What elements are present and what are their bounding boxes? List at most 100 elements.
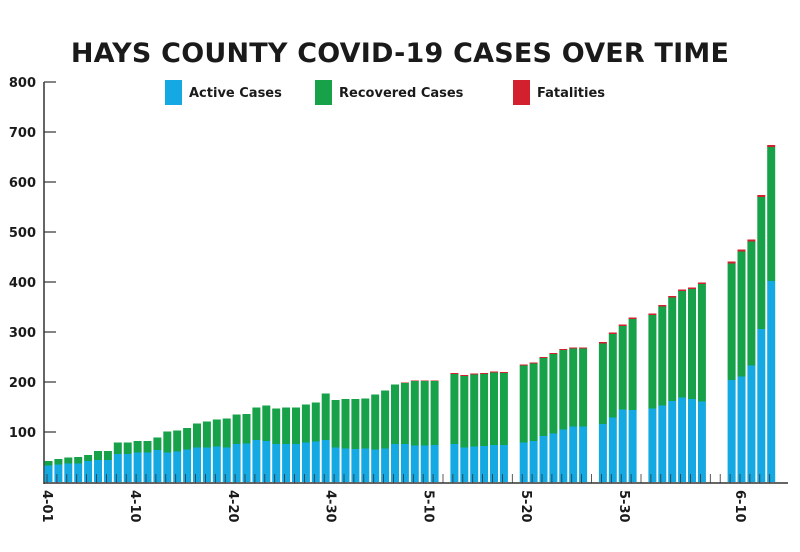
bar-active bbox=[113, 454, 122, 482]
bar-active bbox=[84, 461, 93, 482]
bar-recovered bbox=[747, 241, 756, 366]
bar-stack bbox=[767, 145, 776, 482]
bar-recovered bbox=[301, 404, 310, 443]
bar-active bbox=[480, 446, 489, 482]
bar-active bbox=[559, 429, 568, 482]
bar-fatalities bbox=[579, 347, 588, 349]
bar-stack bbox=[321, 393, 330, 482]
bar-recovered bbox=[272, 408, 281, 444]
y-axis: 100 200 300 400 500 600 700 800 bbox=[9, 76, 56, 484]
bar-fatalities bbox=[519, 364, 528, 366]
bar-stack bbox=[480, 373, 489, 482]
bar-recovered bbox=[381, 390, 390, 449]
bar-recovered bbox=[64, 457, 73, 464]
bar-active bbox=[648, 408, 657, 482]
bar-active bbox=[737, 376, 746, 482]
bar-active bbox=[450, 444, 459, 482]
bar-recovered bbox=[420, 381, 429, 446]
bar-fatalities bbox=[628, 317, 637, 319]
bar-active bbox=[658, 405, 667, 482]
bar-active bbox=[74, 463, 83, 482]
y-tick-label: 800 bbox=[9, 76, 36, 91]
bar-stack bbox=[64, 457, 73, 482]
bar-active bbox=[361, 448, 370, 482]
bar-stack bbox=[232, 414, 241, 482]
bar-fatalities bbox=[697, 282, 706, 284]
bar-active bbox=[321, 440, 330, 482]
legend: Active Cases Recovered Cases Fatalities bbox=[165, 80, 605, 105]
bar-stack bbox=[341, 399, 350, 482]
bar-recovered bbox=[84, 455, 93, 461]
bar-active bbox=[499, 445, 508, 482]
bar-active bbox=[757, 329, 766, 482]
bar-recovered bbox=[163, 431, 172, 453]
bar-fatalities bbox=[618, 324, 627, 326]
bar-recovered bbox=[430, 381, 439, 445]
bar-active bbox=[618, 409, 627, 482]
bar-recovered bbox=[113, 442, 122, 454]
bar-active bbox=[470, 446, 479, 482]
bar-stack bbox=[678, 289, 687, 482]
bar-recovered bbox=[143, 441, 152, 453]
bar-active bbox=[341, 448, 350, 482]
bar-recovered bbox=[331, 400, 340, 448]
bar-stack bbox=[450, 373, 459, 482]
bar-recovered bbox=[361, 398, 370, 449]
bar-stack bbox=[460, 375, 469, 482]
bar-fatalities bbox=[470, 373, 479, 375]
bar-active bbox=[232, 444, 241, 482]
bar-recovered bbox=[262, 405, 271, 441]
x-tick-label: 5-10 bbox=[420, 490, 435, 523]
bar-active bbox=[410, 445, 419, 482]
bar-stack bbox=[529, 362, 538, 482]
bar-stack bbox=[608, 332, 617, 482]
bar-active bbox=[381, 448, 390, 482]
bar-stack bbox=[272, 408, 281, 482]
bar-recovered bbox=[222, 418, 231, 448]
bar-recovered bbox=[648, 315, 657, 409]
bar-stack bbox=[391, 384, 399, 482]
bar-stack bbox=[697, 282, 706, 482]
bar-active bbox=[133, 452, 142, 482]
bar-active bbox=[94, 460, 102, 482]
bar-recovered bbox=[391, 384, 399, 444]
bar-active bbox=[688, 399, 696, 482]
bar-stack bbox=[430, 380, 439, 482]
bar-stack bbox=[54, 459, 63, 482]
bar-stack bbox=[153, 437, 162, 482]
y-tick-label: 400 bbox=[9, 276, 36, 291]
x-tick-label: 4-01 bbox=[39, 490, 54, 523]
legend-swatch bbox=[315, 80, 332, 105]
bar-stack bbox=[351, 399, 360, 482]
bar-active bbox=[628, 410, 637, 482]
bar-recovered bbox=[579, 348, 588, 427]
y-tick-label: 700 bbox=[9, 126, 36, 141]
legend-item: Fatalities bbox=[513, 80, 605, 105]
bar-stack bbox=[143, 441, 152, 482]
legend-swatch bbox=[165, 80, 182, 105]
x-tick-label: 5-30 bbox=[616, 490, 631, 523]
bar-recovered bbox=[410, 381, 419, 446]
bar-active bbox=[173, 451, 182, 482]
bar-stack bbox=[103, 451, 112, 482]
bar-active bbox=[549, 433, 558, 482]
bar-recovered bbox=[628, 319, 637, 410]
bar-recovered bbox=[153, 437, 162, 450]
bar-active bbox=[252, 440, 261, 482]
bar-stack bbox=[74, 457, 83, 482]
bar-fatalities bbox=[747, 239, 756, 242]
y-tick-label: 500 bbox=[9, 226, 36, 241]
bar-recovered bbox=[678, 291, 687, 398]
bar-recovered bbox=[569, 348, 578, 427]
bar-recovered bbox=[529, 363, 538, 441]
bar-recovered bbox=[212, 419, 221, 447]
bar-active bbox=[598, 424, 607, 482]
bar-active bbox=[153, 450, 162, 482]
bar-stack bbox=[579, 347, 588, 482]
bar-stack bbox=[44, 461, 53, 482]
bar-active bbox=[668, 401, 677, 482]
bar-fatalities bbox=[757, 195, 766, 197]
bar-fatalities bbox=[737, 249, 746, 252]
bar-fatalities bbox=[668, 296, 677, 298]
